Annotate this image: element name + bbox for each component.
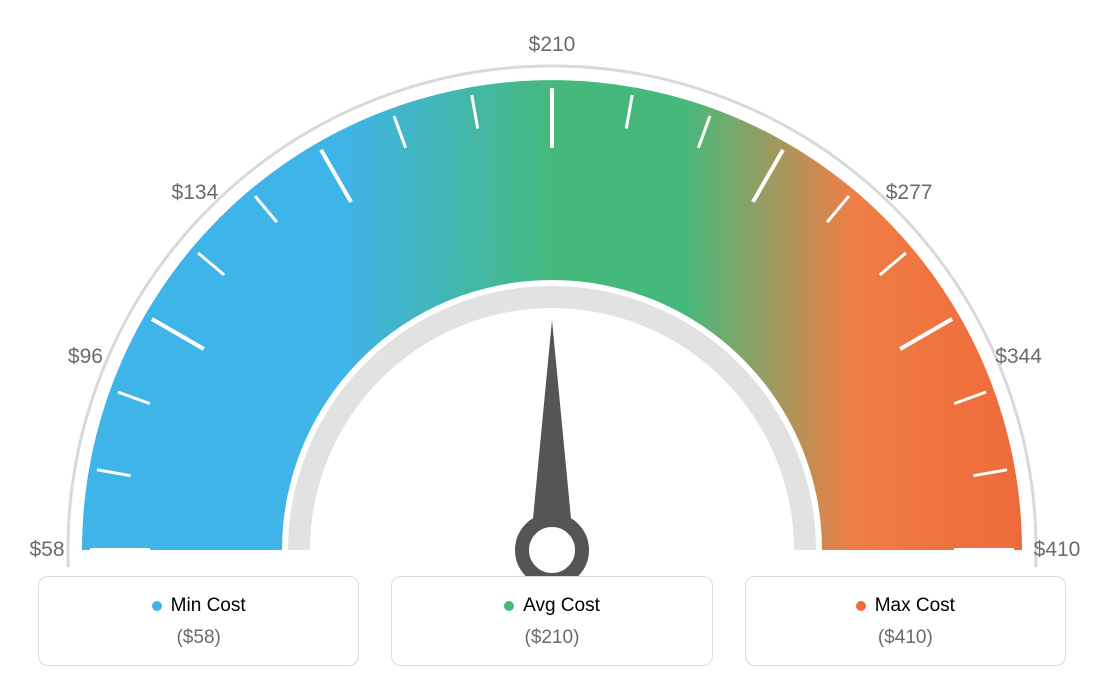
gauge-tick-label: $277 [886, 181, 933, 205]
cost-gauge: $58$96$134$210$277$344$410 [32, 20, 1072, 560]
legend-card-min: Min Cost ($58) [38, 576, 359, 666]
legend-dot-avg [504, 601, 514, 611]
legend-value-avg: ($210) [392, 627, 711, 649]
gauge-tick-label: $58 [29, 538, 64, 562]
gauge-tick-label: $344 [995, 345, 1042, 369]
legend-row: Min Cost ($58) Avg Cost ($210) Max Cost … [0, 576, 1104, 666]
gauge-tick-label: $134 [172, 181, 219, 205]
legend-value-max: ($410) [746, 627, 1065, 649]
legend-label-min: Min Cost [171, 595, 246, 617]
legend-dot-min [152, 601, 162, 611]
legend-card-avg: Avg Cost ($210) [391, 576, 712, 666]
legend-value-min: ($58) [39, 627, 358, 649]
gauge-tick-label: $410 [1034, 538, 1081, 562]
gauge-tick-label: $210 [529, 33, 576, 57]
legend-card-max: Max Cost ($410) [745, 576, 1066, 666]
gauge-svg [32, 20, 1072, 580]
gauge-tick-label: $96 [68, 345, 103, 369]
legend-label-avg: Avg Cost [523, 595, 600, 617]
legend-dot-max [856, 601, 866, 611]
legend-label-max: Max Cost [875, 595, 955, 617]
